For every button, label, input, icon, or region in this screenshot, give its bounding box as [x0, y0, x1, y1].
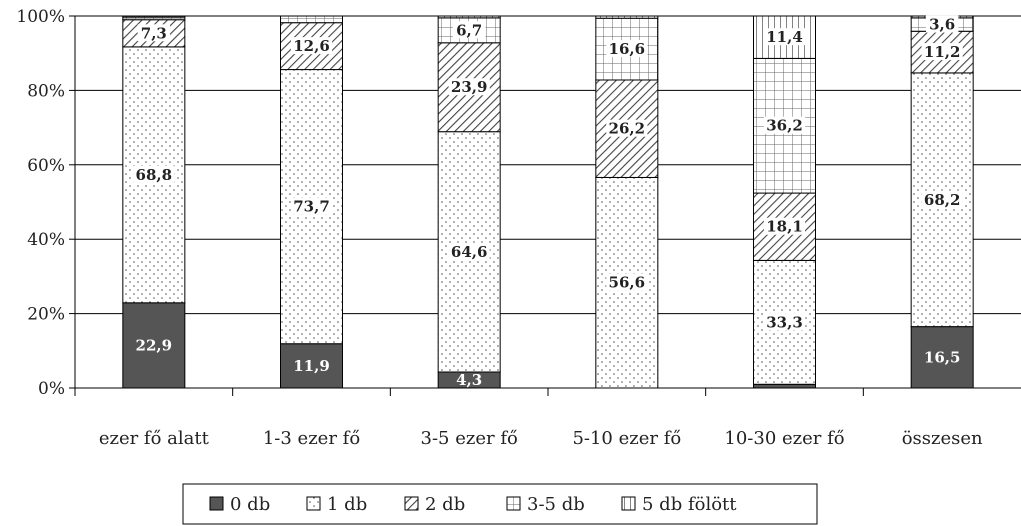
data-label-bg: [606, 119, 648, 137]
data-label-bg: [925, 15, 959, 33]
data-label: 64,6: [451, 243, 488, 261]
data-label: 16,5: [924, 348, 961, 366]
category-label: ezer fő alatt: [99, 428, 210, 449]
axes: 0% 20% 40% 60% 80% 100%: [16, 7, 1021, 399]
data-label-bg: [452, 21, 486, 39]
data-label: 33,3: [766, 313, 803, 331]
category-label: 10-30 ezer fő: [724, 428, 844, 449]
category-label: 5-10 ezer fő: [572, 428, 681, 449]
y-tick-label: 0%: [38, 379, 65, 399]
legend-label: 5 db fölött: [642, 494, 737, 515]
legend-swatch: [506, 496, 521, 511]
y-tick-label: 80%: [27, 81, 65, 101]
data-label-bg: [921, 190, 963, 208]
data-label: 36,2: [766, 117, 803, 135]
data-label-bg: [921, 43, 963, 61]
category-label: 1-3 ezer fő: [263, 428, 360, 449]
legend-swatch: [404, 496, 419, 511]
legend-swatch: [306, 496, 321, 511]
legend-label: 2 db: [425, 494, 465, 515]
data-label-bg: [606, 273, 648, 291]
data-label-bg: [606, 40, 648, 58]
bar-segment: [280, 15, 343, 24]
data-label: 23,9: [451, 78, 488, 96]
bar-segment: [280, 343, 343, 389]
legend-label: 3-5 db: [527, 494, 585, 515]
data-label: 26,2: [609, 120, 646, 138]
data-label: 73,7: [293, 198, 330, 216]
data-label: 3,6: [929, 16, 955, 34]
data-labels: 22,9 68,8 7,3 11,9 73,7 12,6 4,3 64,6 23,9 6,7 56,…: [133, 15, 963, 389]
data-label: 68,8: [136, 166, 173, 184]
y-tick-label: 40%: [27, 230, 65, 250]
data-label: 16,6: [609, 40, 646, 58]
data-label: 4,3: [456, 371, 482, 389]
data-label: 11,9: [293, 357, 330, 375]
data-label: 22,9: [136, 336, 173, 354]
bar-segment: [122, 15, 186, 18]
data-label: 18,1: [766, 218, 803, 236]
bar-segment: [753, 383, 816, 389]
data-label: 12,6: [293, 37, 330, 55]
legend-swatch: [209, 496, 224, 511]
category-labels: ezer fő alatt 1-3 ezer fő 3-5 ezer fő 5-10 …: [99, 428, 983, 449]
data-label-bg: [290, 197, 333, 215]
bar-segment: [122, 302, 186, 389]
data-label: 7,3: [141, 24, 167, 42]
data-label-bg: [763, 217, 806, 235]
bar-segment: [910, 326, 974, 389]
data-label-bg: [290, 37, 333, 55]
data-label-bg: [137, 24, 171, 42]
category-label: 3-5 ezer fő: [421, 428, 518, 449]
category-label: összesen: [902, 428, 983, 449]
data-label-bg: [448, 78, 490, 96]
data-label-bg: [763, 28, 806, 46]
data-label-bg: [763, 313, 806, 331]
bars: [122, 15, 974, 389]
data-label: 6,7: [456, 21, 482, 39]
y-tick-label: 100%: [16, 7, 65, 27]
bar-segment: [910, 72, 974, 328]
bar-segment: [595, 15, 659, 19]
y-tick-label: 20%: [27, 305, 65, 325]
bar-segment: [437, 15, 501, 19]
data-label-bg: [763, 116, 806, 134]
legend-box: [182, 483, 818, 525]
y-tick-label: 60%: [27, 156, 65, 176]
gridlines: [75, 15, 1021, 315]
data-label: 68,2: [924, 191, 961, 209]
data-label: 11,4: [766, 28, 803, 46]
data-label: 11,2: [924, 43, 961, 61]
legend: 0 db 1 db 2 db 3-5 db 5 db fölött: [182, 483, 818, 525]
data-label: 56,6: [609, 274, 646, 292]
data-label-bg: [133, 165, 175, 183]
legend-label: 1 db: [327, 494, 367, 515]
legend-swatch: [621, 496, 636, 511]
data-label-bg: [448, 242, 490, 260]
legend-label: 0 db: [230, 494, 270, 515]
